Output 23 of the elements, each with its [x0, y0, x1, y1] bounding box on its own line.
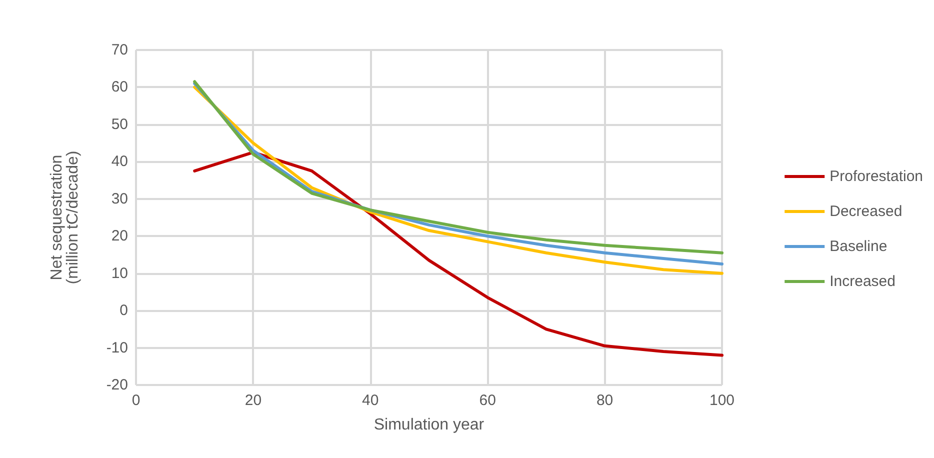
y-tick-label: 40 [111, 153, 128, 170]
y-tick-label: -10 [106, 339, 128, 356]
legend-label: Proforestation [830, 168, 924, 185]
x-tick-label: 40 [362, 392, 379, 409]
x-axis-title: Simulation year [374, 416, 485, 434]
y-tick-label: 60 [111, 78, 128, 96]
y-tick-label: 10 [111, 264, 128, 282]
y-tick-label: 0 [120, 302, 128, 320]
y-tick-label: -20 [106, 376, 128, 394]
x-tick-label: 0 [132, 392, 140, 409]
y-tick-label: 20 [111, 228, 128, 245]
legend-label: Baseline [830, 238, 888, 255]
x-tick-label: 80 [596, 392, 614, 409]
x-tick-label: 20 [244, 392, 262, 409]
x-tick-label: 60 [479, 392, 496, 409]
x-tick-label: 100 [709, 392, 735, 409]
legend-label: Decreased [830, 203, 902, 220]
y-tick-label: 30 [111, 190, 128, 208]
line-series [193, 150, 724, 357]
y-tick-label: 50 [111, 116, 128, 133]
legend-label: Increased [830, 273, 896, 290]
y-axis-title: Net sequestration (million tC/decade) [48, 150, 82, 284]
y-tick-label: 70 [111, 42, 128, 58]
